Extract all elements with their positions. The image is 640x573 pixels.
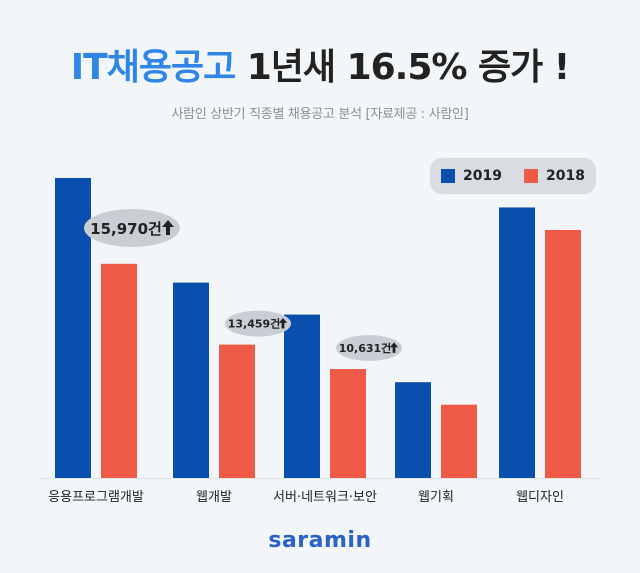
legend-item-2019: 2019: [441, 168, 502, 184]
subtitle: 사람인 상반기 직종별 채용공고 분석 [자료제공 : 사람인]: [171, 107, 469, 122]
bar-2019-3: [395, 382, 431, 478]
headline-accent: IT채용공고: [70, 47, 236, 88]
annotation-label: 13,459건: [228, 317, 281, 331]
chart-legend: 2019 2018: [430, 158, 596, 194]
legend-label-2018: 2018: [546, 168, 585, 184]
legend-swatch-2018: [524, 169, 539, 183]
bar-2018-2: [330, 369, 366, 478]
legend-label-2019: 2019: [463, 168, 502, 184]
x-tick-label: 웹디자인: [516, 490, 564, 505]
bar-2019-2: [284, 314, 320, 478]
headline-rest: 1년새 16.5% 증가 !: [235, 47, 570, 88]
bar-2018-1: [219, 344, 255, 478]
bar-2018-3: [441, 404, 477, 478]
saramin-logo: saramin: [268, 528, 372, 553]
up-arrow-icon: [278, 318, 288, 329]
x-tick-label: 웹기획: [418, 490, 454, 505]
legend-item-2018: 2018: [524, 168, 585, 184]
annotation-bubble: [225, 310, 291, 337]
up-arrow-icon: [162, 220, 174, 235]
legend-swatch-2019: [441, 169, 456, 183]
annotation-bubble: [336, 335, 402, 362]
bar-2018-4: [545, 230, 581, 478]
bar-2019-4: [499, 207, 535, 479]
annotation-label: 10,631건: [339, 341, 392, 355]
annotation-bubble: [84, 209, 180, 247]
x-tick-label: 서버·네트워크·보안: [273, 490, 377, 505]
up-arrow-icon: [389, 342, 399, 353]
bar-2019-1: [173, 282, 209, 478]
bar-2019-0: [55, 177, 91, 478]
headline: IT채용공고 1년새 16.5% 증가 !: [0, 38, 640, 90]
bar-2018-0: [101, 263, 137, 478]
x-tick-label: 웹개발: [196, 490, 232, 505]
annotation-label: 15,970건: [90, 220, 162, 238]
x-tick-label: 응용프로그램개발: [48, 490, 144, 505]
